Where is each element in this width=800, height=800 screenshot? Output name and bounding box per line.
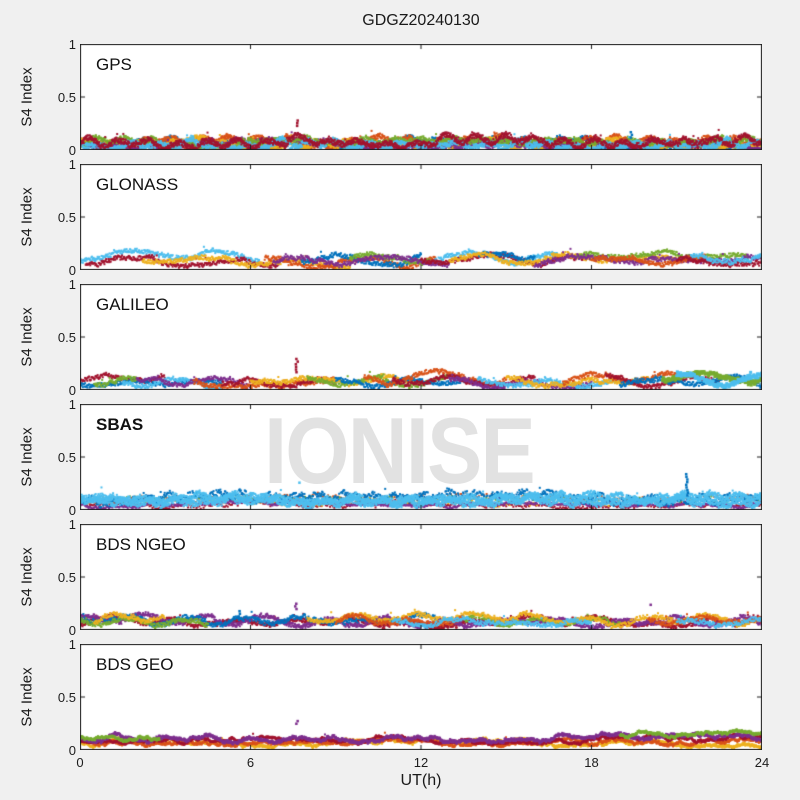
y-tick-label: 0 (68, 623, 76, 638)
panel-label-sbas: SBAS (96, 415, 144, 434)
y-tick-label: 0.5 (57, 210, 76, 225)
panel-plot-sbas (80, 404, 762, 510)
y-tick-label: 0 (68, 263, 76, 278)
x-tick-label: 12 (413, 755, 429, 770)
y-tick-label: 0.5 (57, 330, 76, 345)
x-axis-label: UT(h) (400, 772, 442, 789)
y-axis-label: S4 Index (18, 307, 36, 367)
x-tick-label: 18 (584, 755, 599, 770)
y-axis-label: S4 Index (18, 667, 36, 727)
y-tick-label: 1 (68, 277, 76, 292)
y-tick-label: 0.5 (57, 690, 76, 705)
y-axis-label: S4 Index (18, 67, 36, 127)
panel-label-bds-ngeo: BDS NGEO (96, 535, 186, 554)
panel-label-glonass: GLONASS (96, 175, 179, 194)
y-tick-label: 1 (68, 517, 76, 532)
y-tick-label: 1 (68, 157, 76, 172)
panel-label-gps: GPS (96, 55, 132, 74)
panel-label-galileo: GALILEO (96, 295, 169, 314)
panel-plot-galileo (80, 284, 762, 390)
y-axis-label: S4 Index (18, 427, 36, 487)
y-tick-label: 0 (68, 503, 76, 518)
y-tick-label: 0 (68, 743, 76, 758)
y-tick-label: 0.5 (57, 90, 76, 105)
x-tick-label: 0 (76, 755, 84, 770)
y-tick-label: 1 (68, 637, 76, 652)
panel-plot-gps (80, 44, 762, 150)
y-tick-label: 1 (68, 37, 76, 52)
y-tick-label: 0.5 (57, 570, 76, 585)
y-tick-label: 0 (68, 143, 76, 158)
y-tick-label: 0.5 (57, 450, 76, 465)
x-tick-label: 6 (246, 755, 255, 770)
panel-plot-bds-geo (80, 644, 762, 750)
panel-plot-bds-ngeo (80, 524, 762, 630)
chart-title: GDGZ20240130 (362, 12, 480, 29)
y-tick-label: 0 (68, 383, 76, 398)
panel-plot-glonass (80, 164, 762, 270)
y-axis-label: S4 Index (18, 547, 36, 607)
panel-label-bds-geo: BDS GEO (96, 655, 174, 674)
y-tick-label: 1 (68, 397, 76, 412)
y-axis-label: S4 Index (18, 187, 36, 247)
x-tick-label: 24 (754, 755, 770, 770)
